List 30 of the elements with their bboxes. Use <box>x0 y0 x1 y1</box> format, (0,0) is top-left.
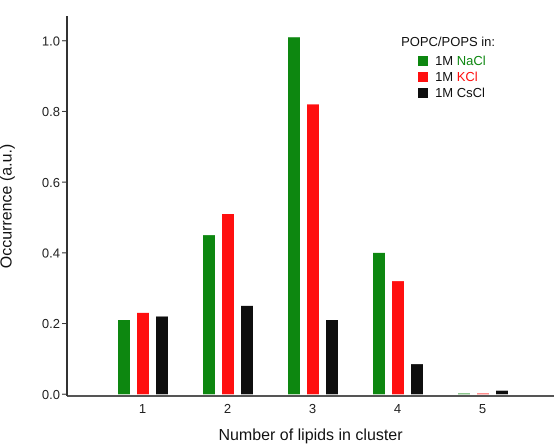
legend-label: 1M KCl <box>435 69 478 85</box>
x-axis-title: Number of lipids in cluster <box>218 427 404 444</box>
y-tick-label: 0.6 <box>42 174 60 190</box>
x-tick-label: 1 <box>138 401 146 416</box>
bar <box>411 364 423 394</box>
legend-title: POPC/POPS in: <box>401 34 495 50</box>
x-tick-label: 5 <box>478 401 486 416</box>
x-tick-label: 2 <box>224 401 232 416</box>
y-tick-label: 0.0 <box>42 386 60 402</box>
bar <box>496 390 508 394</box>
x-tick-label: 3 <box>308 401 316 416</box>
bar <box>156 316 168 394</box>
bar <box>118 320 130 394</box>
y-tick-label: 0.8 <box>42 104 60 120</box>
bar <box>222 214 234 394</box>
bar <box>137 312 149 394</box>
bar <box>288 37 300 394</box>
bar <box>326 320 338 394</box>
legend-label: 1M NaCl <box>435 53 486 69</box>
y-tick-label: 1.0 <box>42 33 60 48</box>
y-tick-label: 0.4 <box>42 245 60 260</box>
y-axis-title: Occurrence (a.u.) <box>0 144 16 268</box>
bar <box>392 281 404 394</box>
bar <box>241 306 253 394</box>
bar <box>373 252 385 394</box>
x-tick-label: 4 <box>394 401 402 416</box>
bar <box>203 235 215 394</box>
y-tick-label: 0.2 <box>42 316 60 332</box>
bar <box>307 104 319 394</box>
legend-label: 1M CsCl <box>435 85 485 101</box>
